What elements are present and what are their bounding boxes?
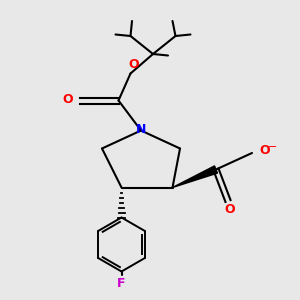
Text: N: N xyxy=(136,123,146,136)
Text: −: − xyxy=(268,142,277,152)
Text: O: O xyxy=(128,58,139,71)
Text: O: O xyxy=(260,144,270,157)
Text: F: F xyxy=(117,277,126,290)
Polygon shape xyxy=(172,166,218,188)
Text: O: O xyxy=(224,203,235,216)
Text: O: O xyxy=(63,93,74,106)
